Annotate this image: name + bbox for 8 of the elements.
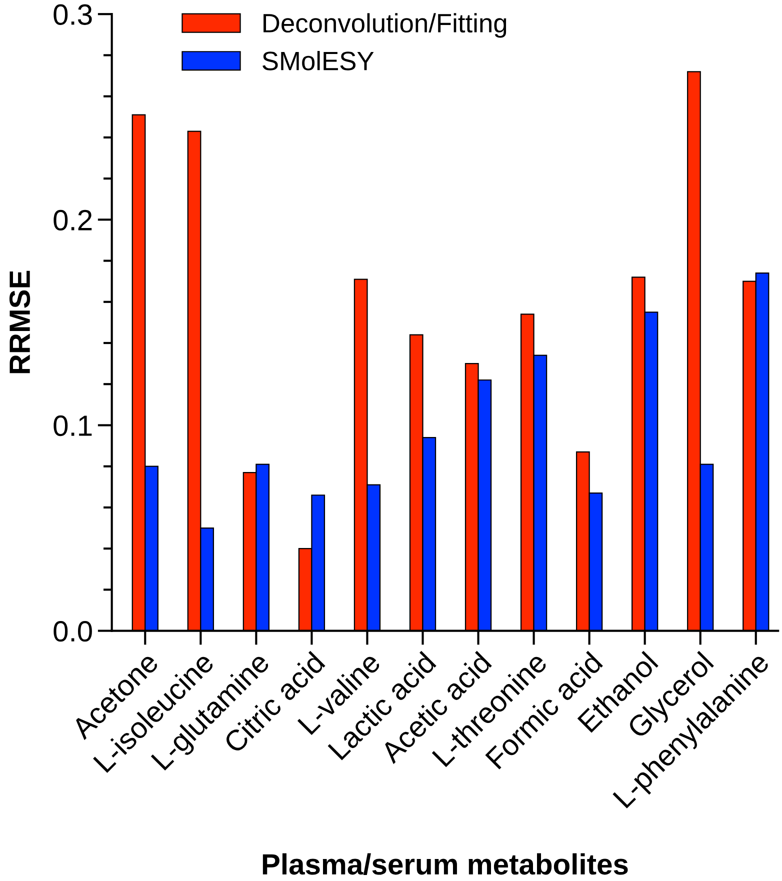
x-axis-title: Plasma/serum metabolites: [262, 853, 628, 875]
y-axis-title: RRMSE: [9, 270, 30, 374]
y-tick-label: 0.1: [54, 415, 92, 436]
legend-label: Deconvolution/Fitting: [264, 13, 506, 38]
y-tick-label: 0.0: [54, 621, 92, 642]
y-tick-label: 0.2: [54, 210, 92, 231]
legend-label: SMolESY: [262, 50, 374, 70]
y-tick-label: 0.3: [54, 4, 92, 25]
